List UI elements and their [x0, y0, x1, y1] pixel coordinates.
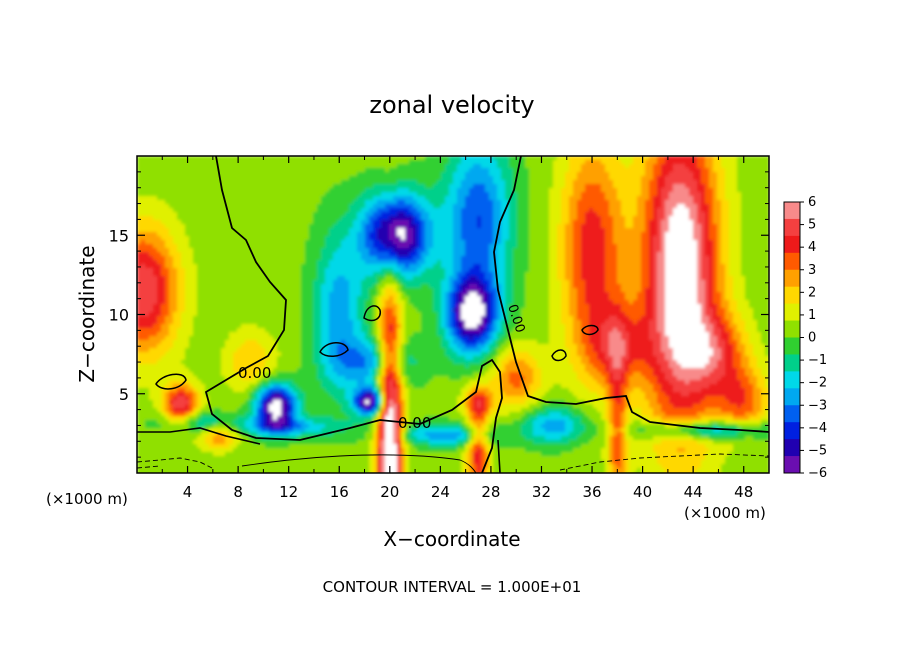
contour-label-1: 0.00: [238, 364, 271, 382]
contour-label-2: 0.00: [398, 414, 431, 432]
colorbar-swatch: [784, 456, 800, 474]
dashed-contour-right: [559, 453, 769, 471]
colorbar-tick-label: 5: [808, 218, 816, 233]
colorbar-swatch: [784, 202, 800, 220]
x-tick-label: 16: [330, 483, 349, 501]
x-tick-label: 24: [431, 483, 450, 501]
colorbar-swatch: [784, 320, 800, 338]
colorbar-swatch: [784, 354, 800, 372]
y-tick-label: 15: [109, 226, 129, 245]
colorbar-tick-label: −6: [808, 466, 827, 481]
colorbar-swatch: [784, 439, 800, 457]
chart-title: zonal velocity: [369, 91, 534, 119]
x-tick-label: 44: [684, 483, 703, 501]
closed-contour-1: [363, 305, 382, 322]
low-level-contour: [241, 454, 477, 473]
colorbar-tick-label: 6: [808, 195, 816, 210]
dashed-contour-short: [137, 465, 161, 469]
colorbar: 6 5 4 3 2 1 0 −1 −2 −3 −4 −5 −6: [783, 195, 827, 481]
colorbar-tick-label: −3: [808, 398, 827, 413]
closed-contour-5: [581, 324, 599, 336]
colorbar-swatch: [784, 422, 800, 440]
zero-contour-low-left: [137, 427, 261, 445]
x-unit-label: (×1000 m): [46, 490, 128, 508]
colorbar-swatch: [784, 269, 800, 288]
colorbar-swatch: [784, 388, 800, 406]
colorbar-swatch: [784, 252, 800, 271]
contour-interval-footer: CONTOUR INTERVAL = 1.000E+01: [323, 578, 582, 596]
closed-contour-2: [155, 373, 187, 390]
colorbar-tick-label: −2: [808, 376, 827, 391]
y-axis-label: Z−coordinate: [75, 245, 99, 382]
plot-area: 0.00 0.00 0.00 4 8 12 16 20 24 28 32 36 40 44 48510…: [109, 155, 770, 501]
y-tick-label: 10: [109, 306, 129, 325]
x-tick-label: 12: [279, 483, 298, 501]
colorbar-tick-label: 3: [808, 263, 816, 278]
y-tick-label: 5: [119, 385, 129, 404]
colorbar-tick-label: 2: [808, 285, 816, 300]
z-unit-label: (×1000 m): [684, 504, 766, 522]
x-tick-label: 4: [183, 483, 193, 501]
colorbar-tick-label: 4: [808, 240, 816, 255]
closed-contour-3: [319, 342, 349, 357]
colorbar-tick-label: 1: [808, 308, 816, 323]
x-tick-label: 32: [532, 483, 551, 501]
zero-contour-left: [204, 156, 503, 473]
closed-contour-4: [551, 349, 567, 362]
velocity-field: [137, 156, 769, 473]
x-tick-label: 48: [734, 483, 753, 501]
colorbar-swatch: [784, 405, 800, 423]
zero-contour-right: [493, 156, 769, 433]
colorbar-swatch: [784, 286, 800, 305]
x-tick-label: 28: [481, 483, 500, 501]
x-axis-label: X−coordinate: [383, 527, 520, 551]
x-tick-label: 40: [633, 483, 652, 501]
dashed-contour-left: [137, 457, 213, 469]
colorbar-swatch: [784, 337, 800, 355]
colorbar-swatch: [784, 303, 800, 322]
colorbar-swatch: [784, 218, 800, 237]
x-tick-label: 36: [582, 483, 601, 501]
colorbar-tick-label: −4: [808, 421, 827, 436]
colorbar-tick-label: 0: [808, 331, 816, 346]
x-tick-label: 20: [380, 483, 399, 501]
x-tick-label: 8: [233, 483, 243, 501]
colorbar-tick-label: −1: [808, 353, 827, 368]
zero-contour-stub: [497, 439, 501, 473]
contour-lines: [137, 156, 769, 473]
colorbar-swatch: [784, 371, 800, 389]
colorbar-swatch: [784, 235, 800, 254]
colorbar-tick-label: −5: [808, 443, 827, 458]
